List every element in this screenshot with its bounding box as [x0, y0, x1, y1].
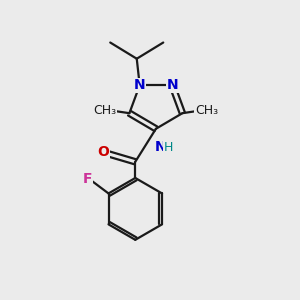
Text: N: N — [154, 140, 166, 154]
Text: CH₃: CH₃ — [195, 104, 218, 117]
Text: O: O — [97, 145, 109, 159]
Text: CH₃: CH₃ — [94, 104, 117, 117]
Text: F: F — [82, 172, 92, 186]
Text: N: N — [166, 78, 178, 92]
Text: H: H — [164, 141, 173, 154]
Text: N: N — [134, 78, 146, 92]
